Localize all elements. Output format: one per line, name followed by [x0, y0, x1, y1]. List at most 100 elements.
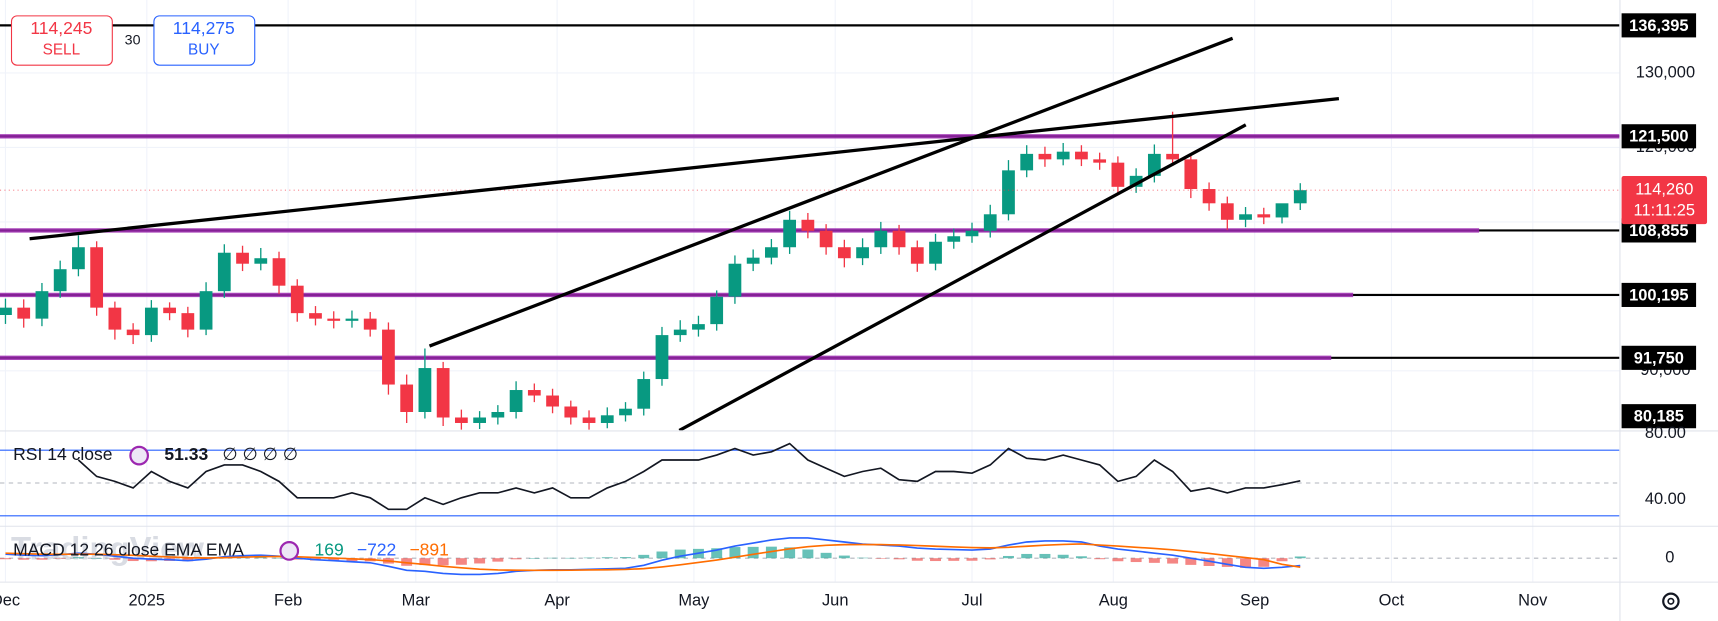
candle-body	[509, 390, 523, 412]
macd-readout: −891	[409, 540, 448, 560]
rsi-legend-extra: ∅ ∅ ∅ ∅	[222, 444, 298, 464]
macd-histogram-bar	[1094, 558, 1106, 560]
buy-button[interactable]	[153, 15, 256, 66]
level-label: 136,395	[1629, 17, 1688, 35]
spread: 30	[125, 32, 141, 48]
candle-body	[728, 263, 742, 297]
candle-body	[965, 230, 979, 237]
macd-histogram-bar	[1075, 556, 1087, 559]
candle-body	[1111, 162, 1125, 187]
settings-icon[interactable]	[1662, 592, 1680, 611]
level-label-box	[1621, 345, 1697, 370]
macd-histogram-bar	[109, 558, 121, 560]
rsi-tick-label: 80.00	[1645, 424, 1686, 442]
macd-histogram-bar	[1112, 558, 1124, 562]
candle-body	[108, 307, 122, 330]
level-label-box	[1621, 124, 1697, 149]
macd-histogram-bar	[638, 554, 650, 559]
candle-body	[637, 379, 651, 409]
candle-body	[72, 247, 85, 270]
macd-tick-label: 0	[1665, 549, 1674, 567]
x-tick-label: Sep	[1240, 592, 1269, 610]
last-price-label: 114,260	[1635, 181, 1693, 199]
macd-pane	[0, 537, 1620, 576]
candle-body	[473, 417, 486, 423]
settings-button[interactable]	[1662, 592, 1680, 611]
candle-body	[309, 313, 322, 319]
candle-body	[564, 406, 578, 418]
macd-histogram-bar	[747, 546, 759, 559]
candle-body	[126, 329, 140, 336]
macd-histogram-bar	[1203, 558, 1215, 566]
candle-body	[163, 307, 176, 314]
candle-body	[236, 252, 249, 264]
candle-body	[436, 368, 450, 418]
x-tick-label: Oct	[1379, 592, 1405, 610]
rsi-settings-icon[interactable]	[129, 445, 150, 466]
candle-body	[673, 329, 687, 336]
macd-histogram-bar	[127, 558, 139, 562]
macd-histogram-bar	[547, 557, 559, 559]
candle-body	[90, 247, 104, 308]
x-tick-label: Nov	[1518, 592, 1548, 610]
macd-readout: −722	[357, 540, 396, 560]
sell-price: 114,245	[30, 18, 92, 38]
rsi-legend-name: RSI 14 close	[13, 444, 112, 464]
buy-label: BUY	[188, 41, 220, 58]
trendline	[29, 96, 1340, 241]
macd-legend: MACD 12 26 close EMA EMA 169 −722 −891	[13, 540, 449, 561]
candle-body	[983, 214, 997, 231]
candle-body	[692, 324, 705, 330]
candle-body	[17, 307, 31, 319]
rsi-pane	[0, 442, 1620, 517]
candle-body	[874, 230, 888, 248]
macd-histogram-bar	[528, 558, 540, 559]
macd-histogram-bar	[273, 557, 285, 559]
level-label-box	[1621, 282, 1697, 307]
x-tick-label: Jun	[822, 592, 848, 610]
trendline	[678, 123, 1247, 431]
macd-histogram-bar	[838, 555, 850, 559]
candle-body	[217, 252, 231, 292]
rsi-line	[77, 442, 1301, 511]
candle-body	[655, 335, 669, 380]
candle-body	[400, 384, 414, 412]
x-tick-label: 2025	[129, 592, 166, 610]
macd-histogram-bar	[1276, 558, 1288, 562]
macd-histogram-bar	[930, 558, 941, 562]
candle-body	[327, 318, 341, 321]
level-label-box	[1621, 13, 1697, 38]
macd-histogram-bar	[620, 557, 631, 559]
candle-body	[837, 247, 851, 259]
candle-body	[290, 285, 304, 314]
macd-histogram-bar	[601, 557, 613, 559]
macd-histogram-bar	[1294, 556, 1306, 559]
candle-body	[144, 307, 158, 336]
candle-body	[418, 368, 432, 412]
x-tick-label: Apr	[544, 592, 570, 610]
macd-histogram-bar	[1185, 558, 1197, 565]
last-price-box	[1621, 175, 1708, 225]
trendlines	[29, 36, 1340, 431]
macd-histogram-bar	[182, 558, 194, 562]
candle-body	[382, 329, 395, 385]
macd-histogram-bar	[54, 558, 66, 559]
rsi-tick-label: 40.00	[1645, 490, 1686, 508]
macd-histogram-bar	[711, 548, 723, 559]
candle-body	[801, 219, 815, 231]
settings-icon-center	[1667, 597, 1675, 605]
candle-body	[910, 247, 924, 264]
y-tick-label: 130,000	[1636, 63, 1695, 81]
candle-body	[1184, 159, 1198, 190]
macd-settings-icon[interactable]	[279, 541, 300, 561]
macd-histogram-bar	[656, 551, 668, 559]
macd-histogram-bar	[1167, 558, 1179, 564]
candle-body	[0, 307, 12, 316]
candle-body	[1038, 153, 1052, 160]
macd-histogram-bar	[474, 558, 486, 564]
macd-readout: 169	[314, 540, 343, 560]
buy-price: 114,275	[173, 18, 235, 38]
macd-histogram-bar	[492, 558, 504, 562]
sell-button[interactable]	[10, 15, 113, 66]
